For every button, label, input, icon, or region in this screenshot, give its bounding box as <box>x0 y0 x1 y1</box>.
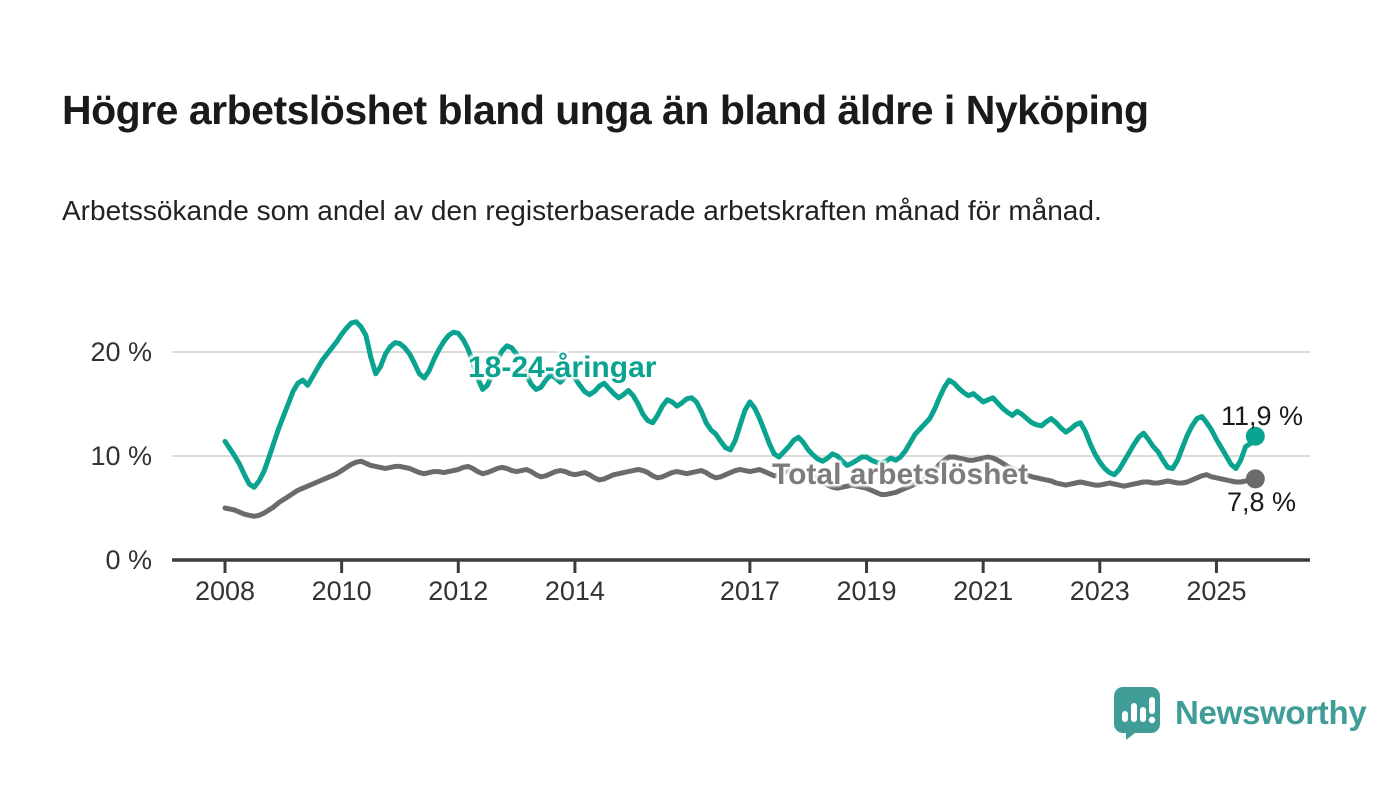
x-axis-label: 2023 <box>1070 576 1130 606</box>
newsworthy-logo: Newsworthy <box>1113 686 1367 740</box>
end-value-youth: 11,9 % <box>1221 401 1304 431</box>
brand-name: Newsworthy <box>1175 694 1367 731</box>
total-series-line <box>222 454 1258 519</box>
y-axis-label: 0 % <box>105 545 152 575</box>
x-axis-label: 2008 <box>195 576 255 606</box>
end-value-total: 7,8 % <box>1227 487 1297 517</box>
x-axis-label: 2017 <box>720 576 780 606</box>
x-axis-label: 2021 <box>953 576 1013 606</box>
series-label-total: Total arbetslöshet <box>772 458 1029 491</box>
bar-chart-speech-bubble-icon <box>1114 687 1160 740</box>
total-end-dot <box>1245 469 1265 489</box>
y-axis-label: 20 % <box>90 337 152 367</box>
x-axis-label: 2025 <box>1186 576 1246 606</box>
y-axis-label: 10 % <box>90 441 152 471</box>
youth-series-line <box>222 319 1258 490</box>
x-axis-label: 2019 <box>836 576 896 606</box>
youth-end-dot <box>1245 426 1265 446</box>
chart-subtitle: Arbetssökande som andel av den registerb… <box>62 195 1102 226</box>
x-axis-label: 2010 <box>312 576 372 606</box>
series-label-youth: 18-24-åringar <box>468 351 657 384</box>
x-axis-label: 2012 <box>428 576 488 606</box>
x-axis-label: 2014 <box>545 576 605 606</box>
page-title: Högre arbetslöshet bland unga än bland ä… <box>62 87 1149 134</box>
